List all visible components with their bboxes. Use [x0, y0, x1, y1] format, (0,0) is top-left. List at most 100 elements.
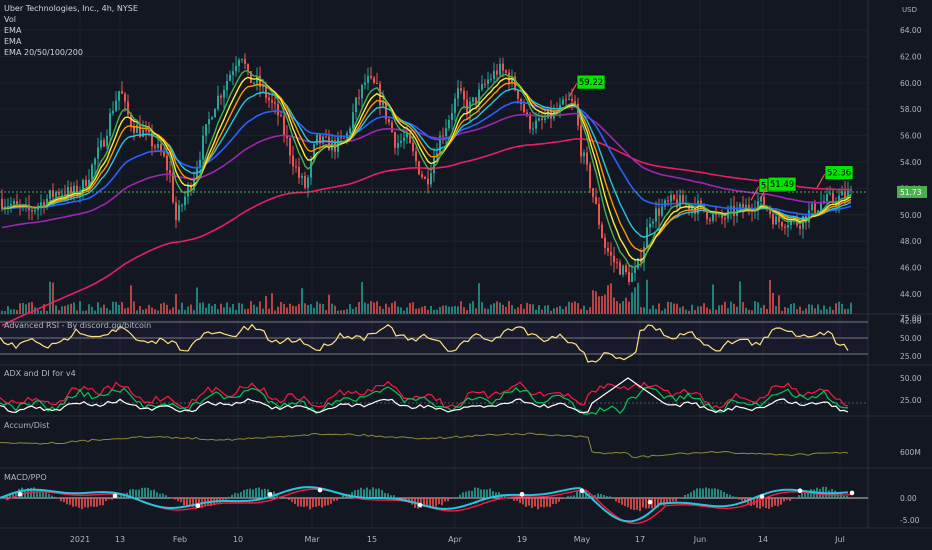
volume-bar	[478, 283, 480, 314]
volume-bar	[796, 309, 798, 314]
volume-bar	[610, 283, 612, 314]
volume-bar	[193, 310, 195, 314]
volume-bar	[199, 302, 201, 314]
macd-histogram-bar	[378, 488, 380, 498]
legend-ema-ribbon[interactable]: EMA 20/50/100/200	[4, 48, 83, 57]
candle-body	[721, 213, 723, 219]
pane-label-macd[interactable]: MACD/PPO	[4, 473, 47, 482]
volume-bar	[406, 307, 408, 314]
macd-histogram-bar	[459, 494, 461, 498]
candle-body	[679, 194, 681, 208]
candle-body	[175, 202, 177, 221]
candle-body	[610, 251, 612, 256]
candle-body	[700, 200, 702, 204]
candle	[31, 206, 33, 221]
volume-bar	[784, 307, 786, 314]
candle-body	[364, 82, 366, 85]
macd-histogram-bar	[672, 498, 674, 502]
candle	[457, 79, 459, 107]
volume-bar	[790, 303, 792, 314]
volume-bar	[529, 304, 531, 314]
candle-body	[43, 202, 45, 208]
candle-body	[55, 192, 57, 198]
candle-body	[760, 196, 762, 202]
volume-bar	[112, 301, 114, 314]
candle	[400, 133, 402, 148]
candle	[493, 62, 495, 82]
pane-label-ad[interactable]: Accum/Dist	[4, 421, 50, 430]
macd-histogram-bar	[303, 498, 305, 508]
macd-histogram-bar	[804, 491, 806, 498]
volume-bar	[391, 302, 393, 314]
pane-label-rsi[interactable]: Advanced RSI - By discord.gg/bitcoin	[4, 321, 152, 330]
macd-histogram-bar	[540, 498, 542, 508]
accum-dist-line	[0, 432, 849, 459]
time-tick-label: 2021	[70, 535, 90, 544]
volume-bar	[337, 310, 339, 314]
macd-histogram-bar	[642, 498, 644, 508]
legend-vol[interactable]: Vol	[4, 15, 16, 24]
macd-cross-dot	[759, 494, 765, 499]
macd-histogram-bar	[684, 494, 686, 498]
volume-bar	[430, 306, 432, 314]
volume-bar	[289, 303, 291, 314]
volume-bar	[346, 309, 348, 314]
volume-bar	[634, 287, 636, 314]
candle	[538, 111, 540, 122]
candle	[397, 134, 399, 156]
candle	[109, 108, 111, 144]
volume-bar	[37, 310, 39, 314]
time-tick-label: 10	[233, 535, 243, 544]
macd-histogram-bar	[138, 489, 140, 498]
candle	[466, 90, 468, 120]
volume-bar	[106, 308, 108, 314]
macd-histogram-bar	[630, 498, 632, 510]
volume-bar	[49, 281, 51, 314]
volume-bar	[316, 301, 318, 314]
volume-bar	[433, 309, 435, 314]
macd-histogram-bar	[63, 498, 65, 503]
volume-bar	[580, 308, 582, 314]
macd-histogram-bar	[849, 498, 851, 500]
macd-histogram-bar	[420, 498, 422, 508]
candle-body	[592, 188, 594, 197]
volume-bar	[496, 301, 498, 314]
macd-line	[0, 486, 849, 523]
volume-bar	[85, 310, 87, 314]
macd-histogram-bar	[366, 487, 368, 498]
candle-body	[322, 136, 324, 144]
volume-bar	[286, 307, 288, 314]
candle	[271, 93, 273, 111]
legend-ema-1[interactable]: EMA	[4, 26, 22, 35]
macd-histogram-bar	[159, 493, 161, 498]
volume-bar	[172, 307, 174, 314]
pane-label-adx[interactable]: ADX and DI for v4	[4, 369, 76, 378]
legend-title[interactable]: Uber Technologies, Inc., 4h, NYSE	[4, 4, 138, 13]
legend-ema-2[interactable]: EMA	[4, 37, 22, 46]
candle	[448, 115, 450, 132]
candle	[208, 111, 210, 134]
candle	[496, 64, 498, 81]
volume-bar	[826, 309, 828, 314]
candle	[748, 196, 750, 216]
candle-body	[649, 223, 651, 228]
candle-body	[148, 130, 150, 133]
macd-pane: 0.00 -5.00	[0, 486, 920, 525]
volume-bar	[592, 290, 594, 314]
volume-bar	[403, 310, 405, 314]
candle-body	[112, 110, 114, 114]
candle-body	[643, 247, 645, 263]
candle-body	[190, 185, 192, 191]
price-tick-label: 54.00	[900, 158, 922, 167]
candle	[244, 53, 246, 70]
volume-bar	[10, 309, 12, 314]
macd-histogram-bar	[147, 487, 149, 498]
macd-histogram-bar	[324, 498, 326, 506]
macd-histogram-bar	[132, 489, 134, 498]
candle	[367, 67, 369, 91]
candle	[4, 198, 6, 215]
volume-bar	[61, 306, 63, 314]
volume-bar	[157, 310, 159, 314]
volume-bar	[310, 304, 312, 314]
